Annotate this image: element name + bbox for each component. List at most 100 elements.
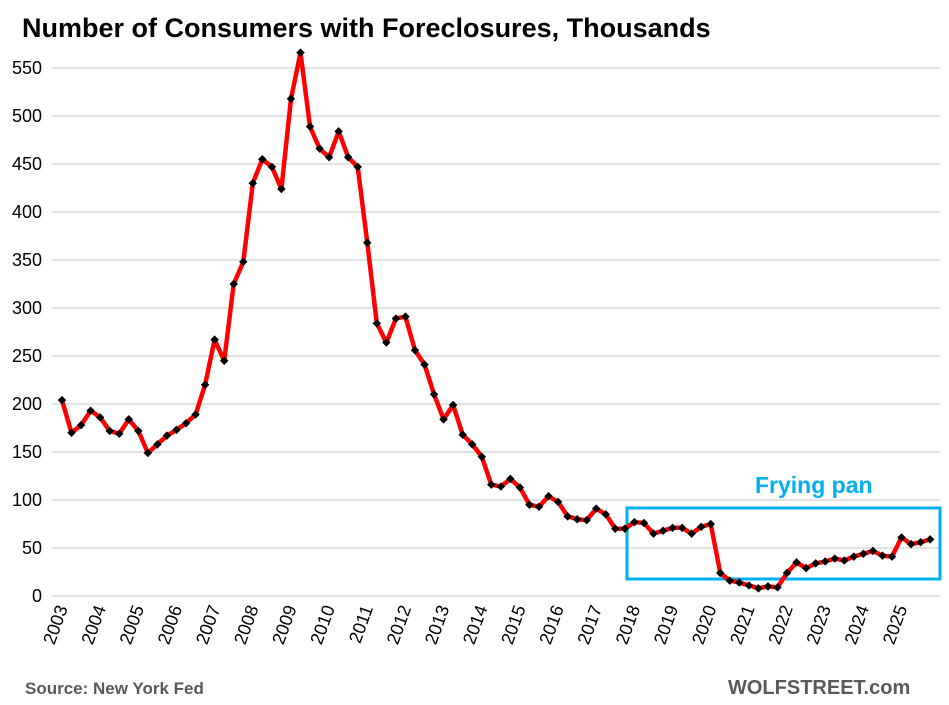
data-point: [534, 502, 544, 511]
data-point: [76, 420, 86, 430]
data-point: [239, 257, 248, 267]
wolfstreet-brand: WOLFSTREET.com: [728, 677, 910, 699]
x-tick-label: 2020: [688, 603, 720, 647]
data-point: [162, 431, 172, 440]
chart-title: Number of Consumers with Foreclosures, T…: [22, 13, 711, 43]
data-point: [67, 428, 76, 438]
data-point: [773, 583, 782, 592]
frying-pan-label: Frying pan: [755, 472, 873, 498]
x-tick-label: 2003: [39, 603, 71, 647]
data-point: [830, 554, 839, 563]
x-tick-label: 2005: [116, 603, 148, 647]
data-point: [382, 338, 391, 347]
data-point: [134, 426, 143, 436]
data-point: [324, 153, 334, 162]
data-point: [363, 238, 372, 247]
data-point: [153, 440, 162, 449]
data-point: [429, 390, 439, 399]
data-point: [735, 578, 744, 587]
data-point: [248, 178, 258, 188]
data-point: [582, 515, 591, 525]
data-point: [668, 523, 677, 533]
x-tick-label: 2013: [421, 603, 453, 647]
data-point: [296, 48, 305, 57]
data-point: [219, 356, 229, 366]
data-point: [467, 440, 477, 449]
data-point: [696, 522, 706, 532]
data-point: [811, 559, 820, 568]
data-point: [200, 380, 210, 390]
x-tick-label: 2016: [535, 603, 567, 647]
data-point: [763, 582, 773, 591]
data-point: [334, 127, 343, 136]
data-point: [95, 413, 105, 422]
data-point: [687, 529, 696, 538]
data-point: [801, 563, 811, 573]
x-tick-label: 2006: [154, 603, 186, 647]
data-point: [744, 581, 754, 590]
data-point: [649, 529, 658, 538]
data-point: [840, 556, 849, 565]
data-point: [315, 144, 324, 153]
data-point: [897, 533, 906, 542]
data-point: [792, 558, 801, 567]
x-tick-label: 2010: [306, 603, 338, 647]
data-point: [506, 474, 515, 484]
data-point: [86, 406, 95, 415]
data-point: [553, 497, 563, 507]
data-point: [601, 510, 611, 519]
data-point: [410, 345, 420, 355]
data-point: [544, 491, 553, 501]
data-point: [525, 500, 534, 510]
data-point: [859, 549, 868, 559]
data-point: [887, 552, 897, 561]
data-point: [716, 568, 725, 578]
y-tick-label: 300: [12, 298, 42, 318]
data-point: [143, 448, 153, 458]
x-tick-label: 2011: [345, 603, 377, 646]
data-point: [868, 546, 878, 556]
data-point: [878, 551, 887, 560]
x-tick-label: 2023: [802, 603, 834, 647]
data-point: [439, 415, 448, 424]
data-point: [277, 184, 286, 194]
x-tick-label: 2012: [383, 603, 415, 647]
data-point: [477, 452, 487, 462]
data-point: [754, 584, 763, 593]
data-point: [563, 512, 572, 521]
frying-pan-box: [625, 506, 942, 581]
data-point: [487, 480, 496, 489]
data-point: [267, 162, 277, 172]
data-point: [105, 426, 114, 436]
data-point: [906, 539, 916, 549]
y-tick-label: 450: [12, 154, 42, 174]
data-point: [343, 153, 353, 162]
y-tick-label: 150: [12, 442, 42, 462]
x-tick-label: 2008: [230, 603, 262, 647]
data-point: [611, 524, 620, 534]
data-point: [630, 517, 639, 527]
data-point: [849, 552, 859, 561]
data-point: [515, 483, 525, 492]
data-point: [658, 526, 668, 535]
y-tick-label: 200: [12, 394, 42, 414]
data-point: [458, 430, 467, 439]
data-point: [114, 429, 124, 439]
data-point: [677, 523, 687, 533]
data-point: [210, 335, 219, 344]
data-point: [620, 524, 630, 534]
x-tick-label: 2017: [574, 603, 606, 647]
y-tick-label: 50: [22, 538, 42, 558]
data-point: [181, 418, 191, 428]
x-tick-label: 2004: [77, 603, 109, 647]
data-point: [258, 154, 267, 164]
x-tick-label: 2024: [841, 603, 873, 647]
source-note: Source: New York Fed: [25, 679, 204, 698]
data-point: [782, 568, 792, 578]
y-tick-label: 100: [12, 490, 42, 510]
data-point: [925, 535, 935, 544]
y-tick-label: 350: [12, 250, 42, 270]
data-point: [124, 415, 134, 424]
x-tick-label: 2018: [612, 603, 644, 647]
